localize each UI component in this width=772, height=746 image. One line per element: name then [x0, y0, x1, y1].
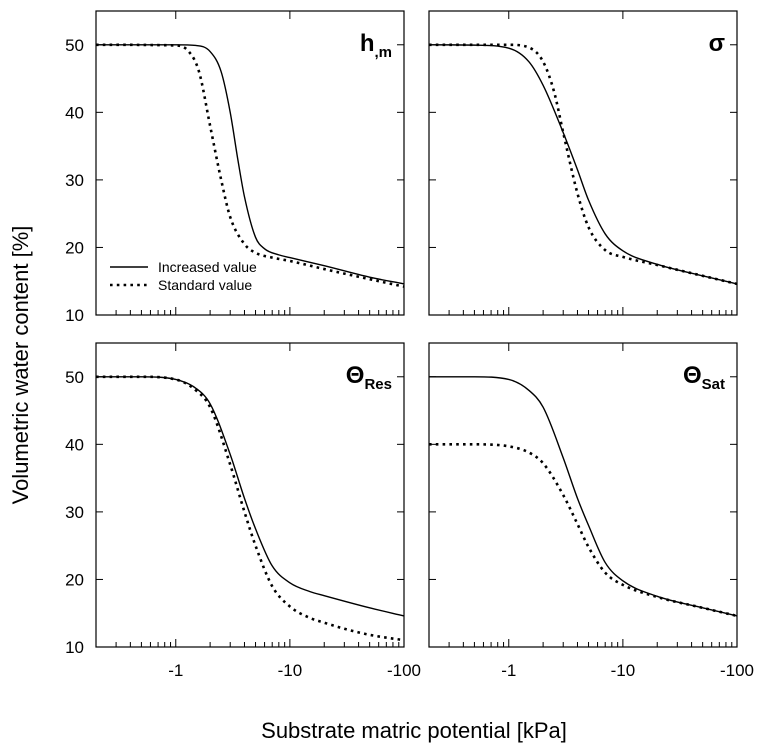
- panel-frame: [95, 10, 405, 316]
- series-line-increased: [429, 376, 738, 617]
- series-line-increased: [96, 44, 405, 285]
- y-tick-label: 40: [65, 435, 84, 454]
- series-line-standard: [428, 443, 738, 618]
- panel-sigma: σ: [428, 10, 738, 316]
- x-tick-label: -100: [720, 661, 754, 680]
- panel-label: h,m: [360, 30, 392, 61]
- y-tick-label: 20: [65, 570, 84, 589]
- y-tick-label: 50: [65, 368, 84, 387]
- legend: Increased value Standard value: [110, 259, 257, 293]
- y-tick-label: 50: [65, 36, 84, 55]
- panel-frame: [95, 342, 405, 648]
- x-axis-title: Substrate matric potential [kPa]: [261, 718, 567, 743]
- x-tick-label: -1: [501, 661, 516, 680]
- panel-frame: [428, 10, 738, 316]
- panel-sat: -1 -10 -100 ΘSat: [428, 342, 754, 680]
- y-tick-label: 10: [65, 638, 84, 657]
- x-tick-label: -1: [168, 661, 183, 680]
- x-tick-label: -100: [387, 661, 421, 680]
- legend-label: Increased value: [158, 259, 257, 275]
- series-line-increased: [96, 376, 405, 617]
- panel-label: ΘRes: [346, 362, 392, 393]
- y-tick-label: 10: [65, 306, 84, 325]
- y-tick-label: 20: [65, 238, 84, 257]
- panel-label: ΘSat: [683, 362, 725, 393]
- series-line-standard: [429, 43, 738, 286]
- series-line-standard: [96, 375, 405, 642]
- panel-hm: 10 20 30 40 50 h,m: [65, 10, 405, 325]
- y-tick-label: 40: [65, 103, 84, 122]
- y-axis-title: Volumetric water content [%]: [8, 226, 33, 505]
- panel-res: 10 20 30 40 50 -1 -10 -100 ΘRes: [65, 342, 421, 680]
- x-tick-label: -10: [278, 661, 303, 680]
- y-tick-label: 30: [65, 503, 84, 522]
- series-line-increased: [428, 44, 738, 285]
- x-tick-label: -10: [611, 661, 636, 680]
- series-line-standard: [95, 43, 405, 288]
- legend-label: Standard value: [158, 277, 252, 293]
- panel-label: σ: [709, 30, 725, 57]
- y-tick-label: 30: [65, 171, 84, 190]
- panel-frame: [428, 342, 738, 648]
